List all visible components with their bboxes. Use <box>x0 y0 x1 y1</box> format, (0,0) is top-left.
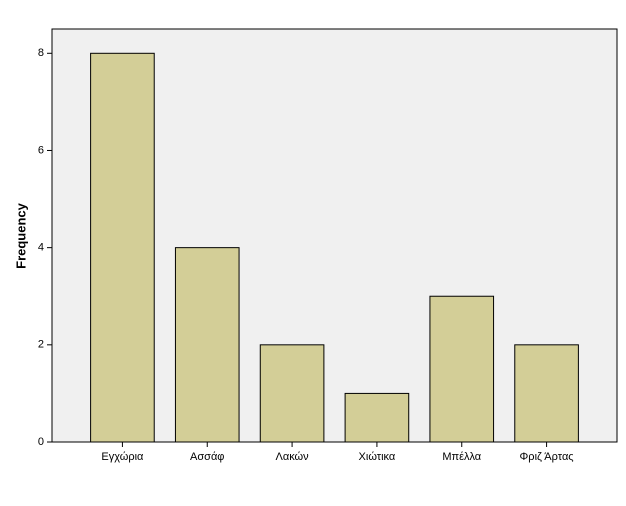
y-tick-label: 0 <box>38 436 44 448</box>
x-tick-label: Εγχώρια <box>101 451 144 463</box>
x-tick-label: Λακών <box>275 451 309 463</box>
y-tick-label: 2 <box>38 339 44 351</box>
bar <box>259 344 325 443</box>
y-tick-label: 4 <box>38 242 44 254</box>
y-tick-label: 6 <box>38 144 44 156</box>
x-tick-label: Μπέλλα <box>442 451 481 463</box>
bar <box>90 52 155 443</box>
x-tick-label: Φριζ Άρτας <box>520 451 574 463</box>
x-tick-label: Ασσάφ <box>190 451 224 463</box>
y-axis-label: Frequency <box>13 202 28 269</box>
y-tick-label: 8 <box>38 47 44 59</box>
bar <box>344 392 410 443</box>
bar <box>429 295 495 443</box>
bar <box>174 247 240 443</box>
x-tick-label: Χιώτικα <box>359 451 396 463</box>
bar <box>514 344 579 443</box>
